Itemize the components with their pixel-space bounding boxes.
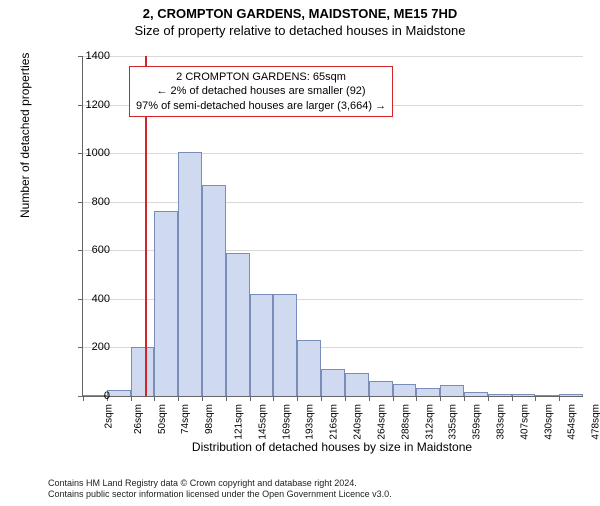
xtick-label: 169sqm bbox=[281, 404, 292, 440]
xtick-label: 98sqm bbox=[204, 404, 215, 434]
bar bbox=[273, 294, 297, 396]
ytick-label: 0 bbox=[80, 390, 110, 402]
gridline bbox=[83, 56, 583, 57]
bar bbox=[464, 392, 488, 396]
xtick-label: 50sqm bbox=[157, 404, 168, 434]
xtick-label: 74sqm bbox=[180, 404, 191, 434]
bar bbox=[559, 394, 583, 396]
gridline bbox=[83, 202, 583, 203]
xtick-label: 407sqm bbox=[519, 404, 530, 440]
annotation-line: 2 CROMPTON GARDENS: 65sqm bbox=[136, 70, 386, 84]
xtick-mark bbox=[512, 396, 513, 401]
annotation-box: 2 CROMPTON GARDENS: 65sqm← 2% of detache… bbox=[129, 66, 393, 117]
xtick-label: 145sqm bbox=[257, 404, 268, 440]
bar bbox=[345, 373, 369, 396]
bar bbox=[297, 340, 321, 396]
ytick-label: 600 bbox=[80, 244, 110, 256]
ytick-label: 1200 bbox=[80, 99, 110, 111]
xtick-label: 383sqm bbox=[496, 404, 507, 440]
xtick-mark bbox=[178, 396, 179, 401]
xtick-mark bbox=[535, 396, 536, 401]
xtick-mark bbox=[226, 396, 227, 401]
xtick-label: 193sqm bbox=[305, 404, 316, 440]
xtick-mark bbox=[131, 396, 132, 401]
ytick-label: 1400 bbox=[80, 50, 110, 62]
bar bbox=[393, 384, 417, 396]
xtick-mark bbox=[393, 396, 394, 401]
xtick-mark bbox=[250, 396, 251, 401]
xtick-label: 240sqm bbox=[353, 404, 364, 440]
xtick-label: 216sqm bbox=[329, 404, 340, 440]
footer-line2: Contains public sector information licen… bbox=[48, 489, 392, 500]
xtick-mark bbox=[154, 396, 155, 401]
bar bbox=[226, 253, 250, 396]
xtick-label: 121sqm bbox=[234, 404, 245, 440]
bar bbox=[416, 388, 440, 397]
xtick-mark bbox=[273, 396, 274, 401]
xtick-mark bbox=[488, 396, 489, 401]
plot-area: 2 CROMPTON GARDENS: 65sqm← 2% of detache… bbox=[82, 56, 583, 397]
xtick-label: 264sqm bbox=[376, 404, 387, 440]
xtick-mark bbox=[369, 396, 370, 401]
xtick-label: 335sqm bbox=[448, 404, 459, 440]
bar bbox=[440, 385, 464, 396]
xtick-mark bbox=[416, 396, 417, 401]
xtick-label: 430sqm bbox=[543, 404, 554, 440]
xtick-mark bbox=[297, 396, 298, 401]
xtick-label: 288sqm bbox=[400, 404, 411, 440]
annotation-line: 97% of semi-detached houses are larger (… bbox=[136, 99, 386, 113]
bar bbox=[131, 347, 155, 396]
bar bbox=[250, 294, 274, 396]
page-subtitle: Size of property relative to detached ho… bbox=[0, 23, 600, 38]
xtick-label: 2sqm bbox=[103, 404, 114, 428]
bar bbox=[154, 211, 178, 396]
y-axis-label: Number of detached properties bbox=[18, 53, 32, 218]
bar bbox=[107, 390, 131, 396]
xtick-mark bbox=[464, 396, 465, 401]
annotation-line: ← 2% of detached houses are smaller (92) bbox=[136, 84, 386, 98]
xtick-mark bbox=[345, 396, 346, 401]
xtick-mark bbox=[321, 396, 322, 401]
footer-line1: Contains HM Land Registry data © Crown c… bbox=[48, 478, 392, 489]
xtick-label: 454sqm bbox=[567, 404, 578, 440]
bar bbox=[535, 395, 559, 396]
ytick-label: 800 bbox=[80, 196, 110, 208]
xtick-mark bbox=[202, 396, 203, 401]
xtick-mark bbox=[559, 396, 560, 401]
bar bbox=[512, 394, 536, 396]
chart-container: Number of detached properties 2 CROMPTON… bbox=[48, 48, 582, 448]
ytick-label: 400 bbox=[80, 293, 110, 305]
gridline bbox=[83, 153, 583, 154]
ytick-label: 1000 bbox=[80, 147, 110, 159]
xtick-label: 312sqm bbox=[424, 404, 435, 440]
xtick-mark bbox=[440, 396, 441, 401]
bar bbox=[488, 394, 512, 396]
bar bbox=[369, 381, 393, 396]
xtick-label: 359sqm bbox=[472, 404, 483, 440]
xtick-label: 478sqm bbox=[591, 404, 600, 440]
xtick-label: 26sqm bbox=[133, 404, 144, 434]
page-title: 2, CROMPTON GARDENS, MAIDSTONE, ME15 7HD bbox=[0, 6, 600, 21]
bar bbox=[178, 152, 202, 396]
x-axis-label: Distribution of detached houses by size … bbox=[82, 440, 582, 454]
ytick-label: 200 bbox=[80, 341, 110, 353]
bar bbox=[202, 185, 226, 396]
bar bbox=[321, 369, 345, 396]
footer-attribution: Contains HM Land Registry data © Crown c… bbox=[48, 478, 392, 501]
